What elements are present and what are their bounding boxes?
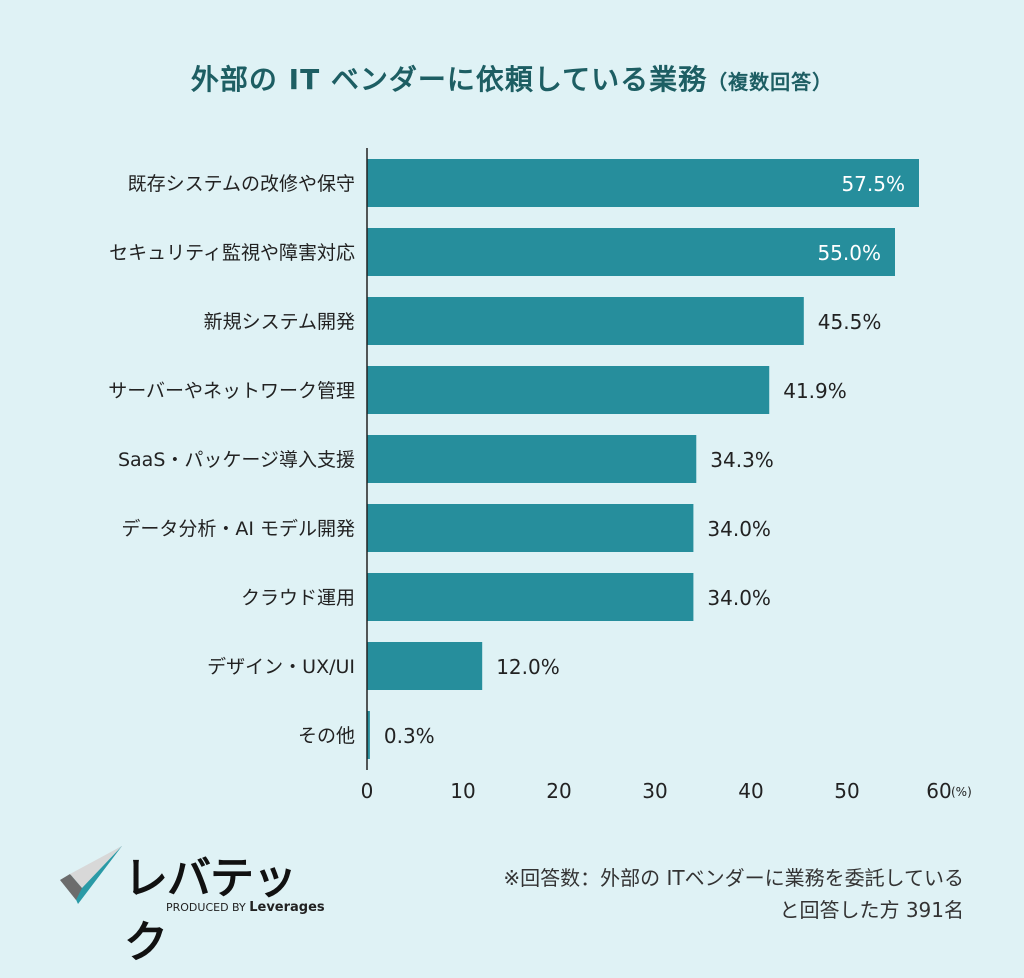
footnote-line-2: と回答した方 391名 xyxy=(779,898,964,922)
category-label: デザイン・UX/UI xyxy=(207,656,355,678)
x-tick-label: 40 xyxy=(738,779,763,803)
category-label: その他 xyxy=(298,725,355,747)
value-label: 41.9% xyxy=(783,379,847,403)
title-subtitle: （複数回答） xyxy=(707,70,834,94)
category-label: サーバーやネットワーク管理 xyxy=(108,380,355,402)
value-label: 0.3% xyxy=(384,724,435,748)
x-tick-label: 50 xyxy=(834,779,859,803)
x-tick-label: 20 xyxy=(546,779,571,803)
chart-title: 外部の IT ベンダーに依頼している業務（複数回答） xyxy=(0,58,1024,98)
bar xyxy=(367,711,370,759)
levtech-logo: レバテック PRODUCED BY Leverages xyxy=(58,842,338,968)
value-label: 34.0% xyxy=(707,517,771,541)
bar xyxy=(367,228,895,276)
category-label: セキュリティ監視や障害対応 xyxy=(109,242,355,264)
value-label: 12.0% xyxy=(496,655,560,679)
x-tick-label: 60 xyxy=(926,779,951,803)
bar xyxy=(367,297,804,345)
category-label: データ分析・AI モデル開発 xyxy=(121,518,355,540)
bar xyxy=(367,504,694,552)
bar xyxy=(367,366,770,414)
logo-produced-by: PRODUCED BY xyxy=(166,901,246,914)
category-label: 新規システム開発 xyxy=(204,311,355,333)
x-tick-label: 10 xyxy=(450,779,475,803)
value-label: 55.0% xyxy=(817,241,881,265)
x-tick-label: 0 xyxy=(361,779,374,803)
logo-text: レバテック xyxy=(124,853,297,968)
value-label: 34.3% xyxy=(710,448,774,472)
footnote-line-1: ※回答数：外部の ITベンダーに業務を委託している xyxy=(503,866,964,890)
footnote: ※回答数：外部の ITベンダーに業務を委託している と回答した方 391名 xyxy=(503,862,964,926)
x-tick-label: 30 xyxy=(642,779,667,803)
value-label: 34.0% xyxy=(707,586,771,610)
category-label: クラウド運用 xyxy=(241,587,355,609)
bar xyxy=(367,573,694,621)
logo-mark-icon xyxy=(60,846,122,904)
logo-brand: Leverages xyxy=(249,900,325,915)
logo-sub: PRODUCED BY Leverages xyxy=(166,900,325,915)
bar xyxy=(367,642,483,690)
bar xyxy=(367,159,919,207)
title-main: 外部の IT ベンダーに依頼している業務 xyxy=(190,63,708,96)
value-label: 45.5% xyxy=(818,310,882,334)
x-axis-unit: (%) xyxy=(951,785,972,799)
bar xyxy=(367,435,697,483)
category-label: SaaS・パッケージ導入支援 xyxy=(118,449,355,471)
category-label: 既存システムの改修や保守 xyxy=(128,173,355,195)
value-label: 57.5% xyxy=(841,172,905,196)
